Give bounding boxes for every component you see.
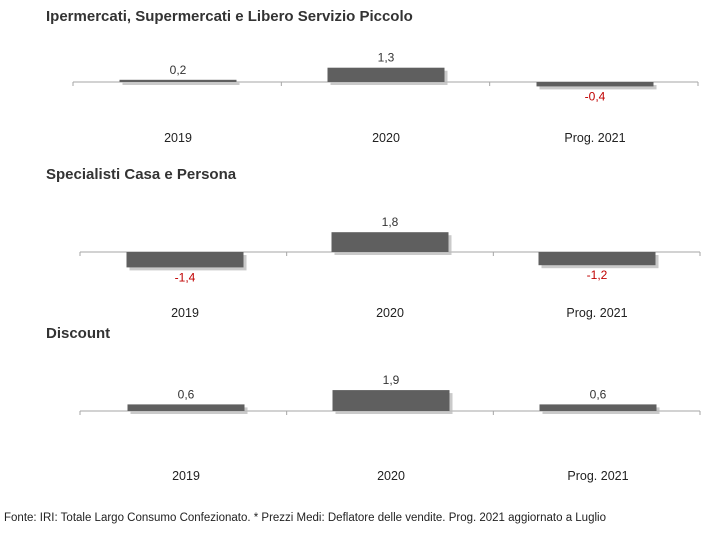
category-label-2-1: 2019 [171, 306, 199, 320]
category-label-1-2: 2020 [372, 131, 400, 145]
category-label-3-3: Prog. 2021 [567, 469, 628, 483]
source-footnote: Fonte: IRI: Totale Largo Consumo Confezi… [4, 512, 606, 524]
bar-3-3 [539, 404, 657, 411]
value-label-2-3: -1,2 [587, 268, 608, 282]
value-label-3-3: 0,6 [590, 387, 607, 401]
category-label-1-3: Prog. 2021 [564, 131, 625, 145]
value-label-2-1: -1,4 [175, 270, 196, 284]
value-label-3-1: 0,6 [178, 387, 195, 401]
panel-title-3: Discount [46, 325, 111, 342]
bar-3-1 [127, 404, 245, 411]
bar-2-1 [126, 252, 244, 268]
category-label-3-1: 2019 [172, 469, 200, 483]
category-label-3-2: 2020 [377, 469, 405, 483]
value-label-1-3: -0,4 [585, 89, 606, 103]
value-label-3-2: 1,9 [383, 373, 400, 387]
value-label-2-2: 1,8 [382, 215, 399, 229]
bar-1-1 [119, 79, 237, 82]
bar-3-2 [332, 390, 450, 411]
category-label-2-2: 2020 [376, 306, 404, 320]
bar-shadow-1-3 [539, 85, 657, 90]
category-label-1-1: 2019 [164, 131, 192, 145]
panel-title-2: Specialisti Casa e Persona [46, 166, 237, 183]
panel-title-1: Ipermercati, Supermercati e Libero Servi… [46, 8, 413, 25]
value-label-1-1: 0,2 [170, 63, 187, 77]
value-label-1-2: 1,3 [378, 51, 395, 65]
bar-shadow-1-1 [122, 82, 240, 85]
bar-1-2 [327, 67, 445, 82]
bar-1-3 [536, 82, 654, 87]
category-label-2-3: Prog. 2021 [566, 306, 627, 320]
bar-2-3 [538, 252, 656, 266]
bar-2-2 [331, 232, 449, 252]
